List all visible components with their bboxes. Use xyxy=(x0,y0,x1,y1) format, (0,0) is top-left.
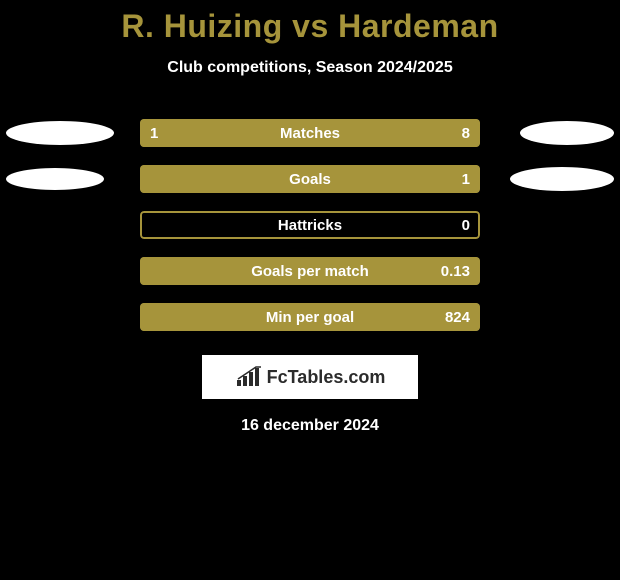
left-oval xyxy=(6,121,114,145)
right-oval xyxy=(510,167,614,191)
brand-text: FcTables.com xyxy=(267,367,386,388)
stat-right-value: 0 xyxy=(462,211,470,239)
stat-bar: 1 Matches 8 xyxy=(140,119,480,147)
stat-label: Goals xyxy=(140,165,480,193)
date-text: 16 december 2024 xyxy=(0,417,620,435)
stat-bar: Goals 1 xyxy=(140,165,480,193)
stat-row: Goals 1 xyxy=(0,163,620,195)
brand-inner: FcTables.com xyxy=(235,366,386,388)
brand-box[interactable]: FcTables.com xyxy=(202,355,418,399)
stat-row: Goals per match 0.13 xyxy=(0,255,620,287)
stat-bar: Hattricks 0 xyxy=(140,211,480,239)
stat-right-value: 8 xyxy=(462,119,470,147)
stat-label: Min per goal xyxy=(140,303,480,331)
stat-right-value: 1 xyxy=(462,165,470,193)
stat-right-value: 824 xyxy=(445,303,470,331)
stat-bar: Min per goal 824 xyxy=(140,303,480,331)
page-title: R. Huizing vs Hardeman xyxy=(0,0,620,45)
stat-label: Matches xyxy=(140,119,480,147)
stat-row: Hattricks 0 xyxy=(0,209,620,241)
page-subtitle: Club competitions, Season 2024/2025 xyxy=(0,59,620,77)
stats-container: 1 Matches 8 Goals 1 Hattricks 0 xyxy=(0,117,620,333)
stat-row: 1 Matches 8 xyxy=(0,117,620,149)
left-oval xyxy=(6,168,104,190)
right-oval xyxy=(520,121,614,145)
stat-bar: Goals per match 0.13 xyxy=(140,257,480,285)
brand-bars-icon xyxy=(235,366,265,388)
stat-label: Goals per match xyxy=(140,257,480,285)
stat-row: Min per goal 824 xyxy=(0,301,620,333)
stat-right-value: 0.13 xyxy=(441,257,470,285)
stat-label: Hattricks xyxy=(140,211,480,239)
